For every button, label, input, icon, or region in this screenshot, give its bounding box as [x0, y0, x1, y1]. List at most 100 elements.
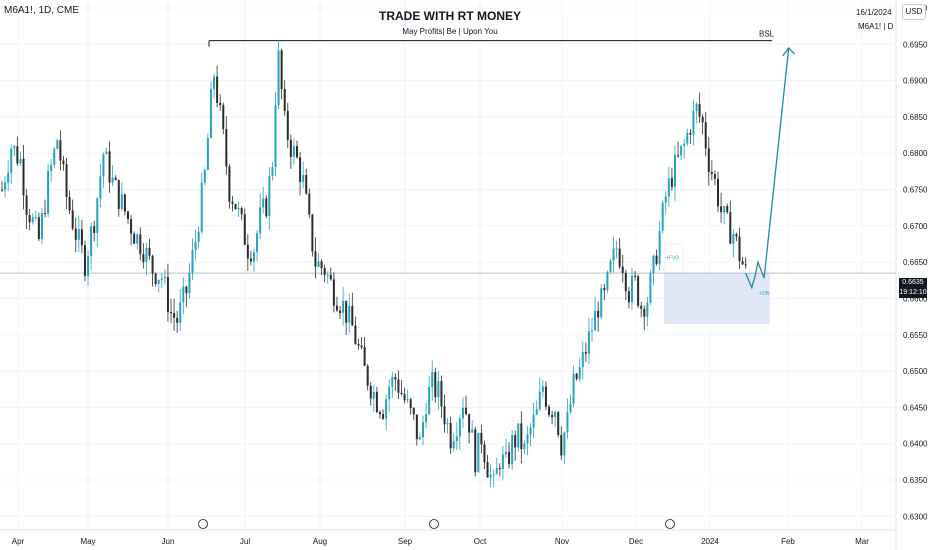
candle-body	[701, 116, 704, 123]
candle-body	[176, 317, 179, 323]
candle-body	[188, 272, 191, 293]
candle-body	[741, 261, 744, 265]
x-tick-label: Oct	[474, 537, 487, 546]
candle-body	[56, 140, 59, 149]
candle-body	[465, 407, 468, 415]
candle-body	[680, 145, 683, 156]
candle-body	[575, 373, 578, 379]
candle-body	[237, 207, 240, 210]
candle-body	[449, 422, 452, 449]
candle-body	[569, 403, 572, 413]
candle-body	[544, 386, 547, 407]
candle-body	[557, 412, 560, 435]
x-tick-label: Jul	[240, 537, 250, 546]
candle-body	[418, 437, 421, 440]
candle-body	[136, 234, 139, 244]
candle-body	[145, 247, 148, 262]
candle-body	[698, 104, 701, 117]
candle-body	[554, 412, 557, 418]
candle-body	[222, 105, 225, 130]
candle-body	[123, 194, 126, 212]
candle-body	[713, 174, 716, 179]
candle-body	[652, 255, 655, 274]
candle-body	[692, 110, 695, 135]
ob-zone	[664, 273, 770, 324]
candle-body	[686, 133, 689, 144]
candle-body	[50, 164, 53, 172]
candle-body	[231, 201, 234, 205]
candle-body	[10, 148, 13, 173]
candle-body	[655, 255, 658, 264]
candle-body	[710, 172, 713, 175]
x-tick-label: Sep	[398, 537, 413, 546]
candle-body	[44, 213, 47, 215]
candle-body	[351, 305, 354, 326]
y-tick-label: 0.6650	[903, 258, 928, 267]
candle-body	[667, 178, 670, 197]
candle-body	[624, 272, 627, 292]
candle-body	[308, 193, 311, 215]
candle-body	[342, 300, 345, 313]
y-tick-label: 0.6750	[903, 186, 928, 195]
candle-body	[348, 305, 351, 323]
candle-body	[283, 89, 286, 111]
candle-body	[455, 436, 458, 442]
candle-body	[587, 331, 590, 354]
y-tick-label: 0.6450	[903, 403, 928, 412]
candle-body	[526, 434, 529, 444]
y-tick-label: 0.6550	[903, 331, 928, 340]
candle-body	[434, 372, 437, 398]
candle-body	[31, 217, 34, 223]
candle-body	[302, 174, 305, 182]
candle-body	[578, 367, 581, 379]
candle-body	[274, 105, 277, 168]
candle-body	[458, 418, 461, 437]
candle-body	[477, 432, 480, 473]
event-icon	[198, 519, 208, 529]
candle-body	[326, 274, 329, 276]
candle-body	[461, 407, 464, 419]
candle-body	[523, 443, 526, 450]
y-tick-label: 0.6600	[903, 294, 928, 303]
candle-body	[34, 217, 37, 219]
candle-body	[7, 172, 10, 183]
candle-body	[197, 231, 200, 243]
candle-body	[182, 286, 185, 303]
candle-body	[286, 110, 289, 140]
candle-body	[437, 381, 440, 398]
candle-body	[185, 286, 188, 293]
candle-body	[53, 148, 56, 165]
candle-body	[62, 160, 65, 165]
candle-body	[203, 169, 206, 183]
currency-button[interactable]: USD	[902, 4, 926, 20]
candle-body	[369, 385, 372, 399]
candle-body	[483, 444, 486, 463]
candle-body	[425, 414, 428, 423]
candle-body	[584, 351, 587, 354]
x-tick-label: Jun	[162, 537, 175, 546]
candle-body	[19, 158, 22, 164]
y-tick-label: 0.6700	[903, 222, 928, 231]
candle-body	[732, 234, 735, 244]
candle-body	[551, 414, 554, 418]
candle-body	[240, 207, 243, 215]
candle-body	[643, 308, 646, 317]
candle-body	[194, 242, 197, 251]
candle-body	[74, 228, 77, 240]
candle-body	[80, 229, 83, 246]
candle-body	[391, 377, 394, 387]
candle-body	[228, 166, 231, 202]
candle-body	[299, 157, 302, 182]
candle-body	[677, 155, 680, 157]
candle-body	[664, 196, 667, 203]
candle-body	[504, 451, 507, 455]
event-icon	[429, 519, 439, 529]
y-tick-label: 0.6350	[903, 476, 928, 485]
candle-body	[443, 406, 446, 425]
candle-body	[640, 305, 643, 309]
candle-body	[213, 76, 216, 90]
candle-body	[280, 50, 283, 90]
candle-body	[489, 474, 492, 478]
candle-body	[594, 310, 597, 331]
